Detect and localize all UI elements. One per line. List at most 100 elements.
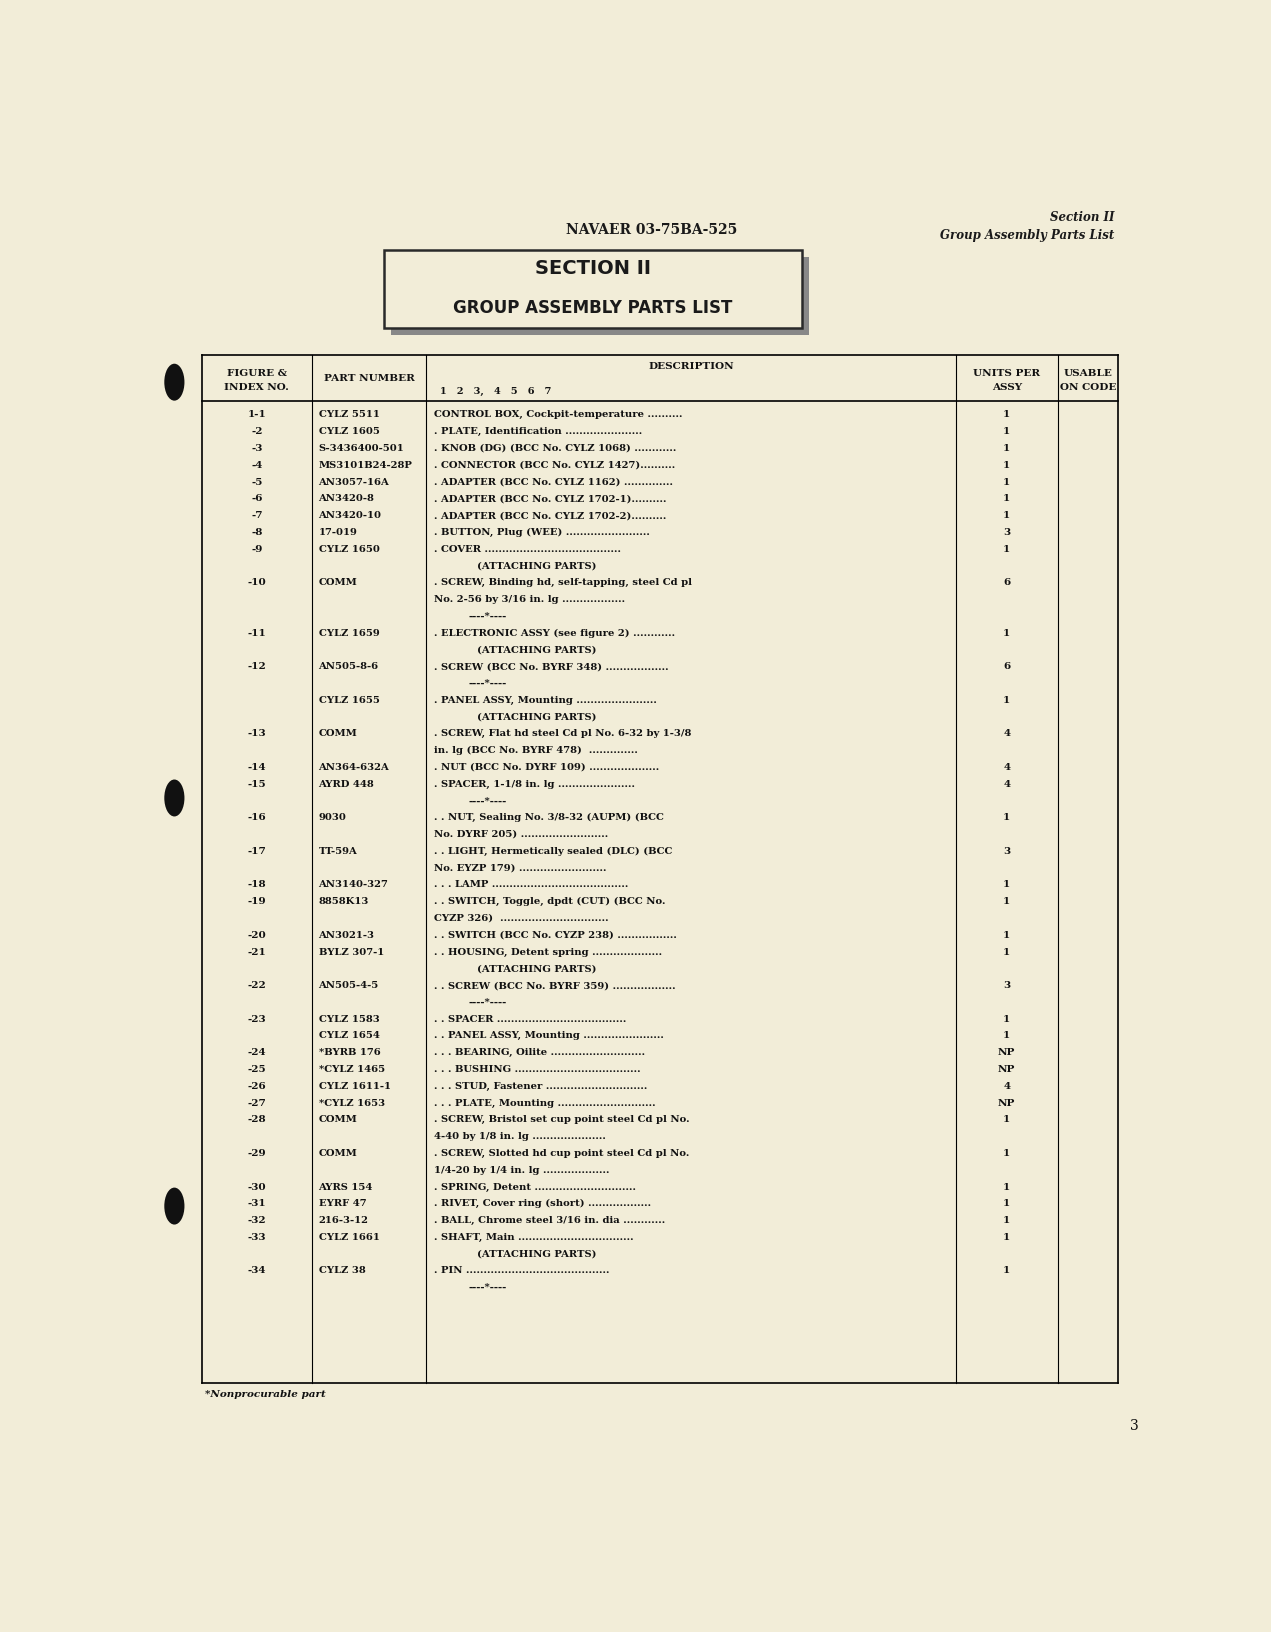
Text: -17: -17 bbox=[248, 847, 267, 855]
Text: -23: -23 bbox=[248, 1015, 266, 1023]
Ellipse shape bbox=[164, 364, 184, 401]
Text: DESCRIPTION: DESCRIPTION bbox=[648, 362, 733, 370]
Text: . ADAPTER (BCC No. CYLZ 1702-1)..........: . ADAPTER (BCC No. CYLZ 1702-1).........… bbox=[433, 494, 666, 503]
Text: CYLZ 1659: CYLZ 1659 bbox=[319, 628, 379, 638]
Text: 1: 1 bbox=[1003, 1232, 1010, 1242]
Bar bbox=[390, 256, 810, 335]
Text: . SPACER, 1-1/8 in. lg ......................: . SPACER, 1-1/8 in. lg .................… bbox=[433, 780, 636, 788]
Text: 1: 1 bbox=[1003, 813, 1010, 823]
Text: 8858K13: 8858K13 bbox=[319, 898, 369, 906]
Text: ----*----: ----*---- bbox=[469, 612, 507, 620]
Text: . NUT (BCC No. DYRF 109) ....................: . NUT (BCC No. DYRF 109) ...............… bbox=[433, 762, 660, 772]
Text: . SPRING, Detent .............................: . SPRING, Detent .......................… bbox=[433, 1183, 636, 1191]
Text: 1: 1 bbox=[1003, 1149, 1010, 1159]
Text: 1: 1 bbox=[1003, 1183, 1010, 1191]
Text: *BYRB 176: *BYRB 176 bbox=[319, 1048, 380, 1058]
Text: EYRF 47: EYRF 47 bbox=[319, 1200, 366, 1208]
Text: (ATTACHING PARTS): (ATTACHING PARTS) bbox=[477, 1250, 596, 1258]
Text: -30: -30 bbox=[248, 1183, 266, 1191]
Text: NP: NP bbox=[998, 1066, 1016, 1074]
Text: . CONNECTOR (BCC No. CYLZ 1427)..........: . CONNECTOR (BCC No. CYLZ 1427).........… bbox=[433, 460, 675, 470]
Text: . SCREW, Slotted hd cup point steel Cd pl No.: . SCREW, Slotted hd cup point steel Cd p… bbox=[433, 1149, 689, 1159]
Text: COMM: COMM bbox=[319, 578, 357, 588]
Text: -19: -19 bbox=[248, 898, 266, 906]
Text: 1-1: 1-1 bbox=[248, 410, 267, 419]
Text: -21: -21 bbox=[248, 948, 267, 956]
Text: CYLZ 1654: CYLZ 1654 bbox=[319, 1031, 380, 1041]
Text: . . SWITCH (BCC No. CYZP 238) .................: . . SWITCH (BCC No. CYZP 238) ..........… bbox=[433, 930, 677, 940]
Text: 1: 1 bbox=[1003, 930, 1010, 940]
Text: 1: 1 bbox=[1003, 1015, 1010, 1023]
Text: S-3436400-501: S-3436400-501 bbox=[319, 444, 404, 454]
Text: -8: -8 bbox=[252, 527, 263, 537]
Text: 1: 1 bbox=[1003, 628, 1010, 638]
Text: CYLZ 1650: CYLZ 1650 bbox=[319, 545, 380, 553]
Text: ASSY: ASSY bbox=[991, 384, 1022, 392]
Text: No. 2-56 by 3/16 in. lg ..................: No. 2-56 by 3/16 in. lg ................… bbox=[433, 596, 625, 604]
Text: 6: 6 bbox=[1003, 578, 1010, 588]
Text: ----*----: ----*---- bbox=[469, 1283, 507, 1293]
Text: MS3101B24-28P: MS3101B24-28P bbox=[319, 460, 412, 470]
Text: -9: -9 bbox=[252, 545, 263, 553]
Text: 1: 1 bbox=[1003, 460, 1010, 470]
Text: 3: 3 bbox=[1003, 527, 1010, 537]
Text: 1: 1 bbox=[1003, 410, 1010, 419]
Text: AYRD 448: AYRD 448 bbox=[319, 780, 374, 788]
Text: . . SPACER .....................................: . . SPACER .............................… bbox=[433, 1015, 627, 1023]
Text: BYLZ 307-1: BYLZ 307-1 bbox=[319, 948, 384, 956]
Text: 1/4-20 by 1/4 in. lg ...................: 1/4-20 by 1/4 in. lg ................... bbox=[433, 1165, 610, 1175]
Text: *CYLZ 1465: *CYLZ 1465 bbox=[319, 1066, 385, 1074]
Text: AN3420-8: AN3420-8 bbox=[319, 494, 375, 503]
Text: 1: 1 bbox=[1003, 1031, 1010, 1041]
Text: -24: -24 bbox=[248, 1048, 266, 1058]
Text: -33: -33 bbox=[248, 1232, 266, 1242]
Text: CYLZ 1605: CYLZ 1605 bbox=[319, 428, 380, 436]
Text: (ATTACHING PARTS): (ATTACHING PARTS) bbox=[477, 965, 596, 973]
Text: 1: 1 bbox=[1003, 478, 1010, 486]
Text: -16: -16 bbox=[248, 813, 267, 823]
Text: 4-40 by 1/8 in. lg .....................: 4-40 by 1/8 in. lg ..................... bbox=[433, 1133, 606, 1141]
Text: TT-59A: TT-59A bbox=[319, 847, 357, 855]
Text: ----*----: ----*---- bbox=[469, 997, 507, 1007]
Text: CYZP 326)  ...............................: CYZP 326) ..............................… bbox=[433, 914, 609, 924]
Text: COMM: COMM bbox=[319, 1149, 357, 1159]
Text: -7: -7 bbox=[252, 511, 263, 521]
Text: . SHAFT, Main .................................: . SHAFT, Main ..........................… bbox=[433, 1232, 634, 1242]
Text: 3: 3 bbox=[1130, 1418, 1139, 1433]
Text: . . . PLATE, Mounting ............................: . . . PLATE, Mounting ..................… bbox=[433, 1098, 656, 1108]
Text: . RIVET, Cover ring (short) ..................: . RIVET, Cover ring (short) ............… bbox=[433, 1200, 651, 1208]
Text: AN505-4-5: AN505-4-5 bbox=[319, 981, 379, 991]
Text: . . SWITCH, Toggle, dpdt (CUT) (BCC No.: . . SWITCH, Toggle, dpdt (CUT) (BCC No. bbox=[433, 898, 666, 906]
Text: *CYLZ 1653: *CYLZ 1653 bbox=[319, 1098, 385, 1108]
Text: -11: -11 bbox=[248, 628, 267, 638]
Text: CYLZ 38: CYLZ 38 bbox=[319, 1266, 365, 1276]
Text: 1   2   3,   4   5   6   7: 1 2 3, 4 5 6 7 bbox=[440, 387, 552, 397]
Text: SECTION II: SECTION II bbox=[535, 259, 651, 277]
Text: ----*----: ----*---- bbox=[469, 679, 507, 689]
Text: . . . BUSHING ....................................: . . . BUSHING ..........................… bbox=[433, 1066, 641, 1074]
Text: . BUTTON, Plug (WEE) ........................: . BUTTON, Plug (WEE) ...................… bbox=[433, 527, 649, 537]
Text: Group Assembly Parts List: Group Assembly Parts List bbox=[941, 228, 1115, 242]
Text: ON CODE: ON CODE bbox=[1060, 384, 1116, 392]
Text: 1: 1 bbox=[1003, 695, 1010, 705]
Text: *Nonprocurable part: *Nonprocurable part bbox=[206, 1390, 327, 1399]
Text: -22: -22 bbox=[248, 981, 267, 991]
Text: . . LIGHT, Hermetically sealed (DLC) (BCC: . . LIGHT, Hermetically sealed (DLC) (BC… bbox=[433, 847, 672, 855]
Text: -34: -34 bbox=[248, 1266, 266, 1276]
Text: AN3021-3: AN3021-3 bbox=[319, 930, 375, 940]
Text: NP: NP bbox=[998, 1048, 1016, 1058]
Text: -12: -12 bbox=[248, 663, 267, 671]
Text: CONTROL BOX, Cockpit-temperature ..........: CONTROL BOX, Cockpit-temperature .......… bbox=[433, 410, 683, 419]
Text: GROUP ASSEMBLY PARTS LIST: GROUP ASSEMBLY PARTS LIST bbox=[454, 299, 732, 317]
Text: No. EYZP 179) .........................: No. EYZP 179) ......................... bbox=[433, 863, 606, 873]
Text: -31: -31 bbox=[248, 1200, 266, 1208]
Text: COMM: COMM bbox=[319, 730, 357, 738]
Text: INDEX NO.: INDEX NO. bbox=[225, 384, 290, 392]
Ellipse shape bbox=[164, 780, 184, 816]
Text: PART NUMBER: PART NUMBER bbox=[324, 374, 414, 384]
Text: -18: -18 bbox=[248, 880, 266, 889]
Text: -32: -32 bbox=[248, 1216, 266, 1226]
Text: COMM: COMM bbox=[319, 1115, 357, 1124]
Text: . . NUT, Sealing No. 3/8-32 (AUPM) (BCC: . . NUT, Sealing No. 3/8-32 (AUPM) (BCC bbox=[433, 813, 663, 823]
Text: CYLZ 1655: CYLZ 1655 bbox=[319, 695, 380, 705]
